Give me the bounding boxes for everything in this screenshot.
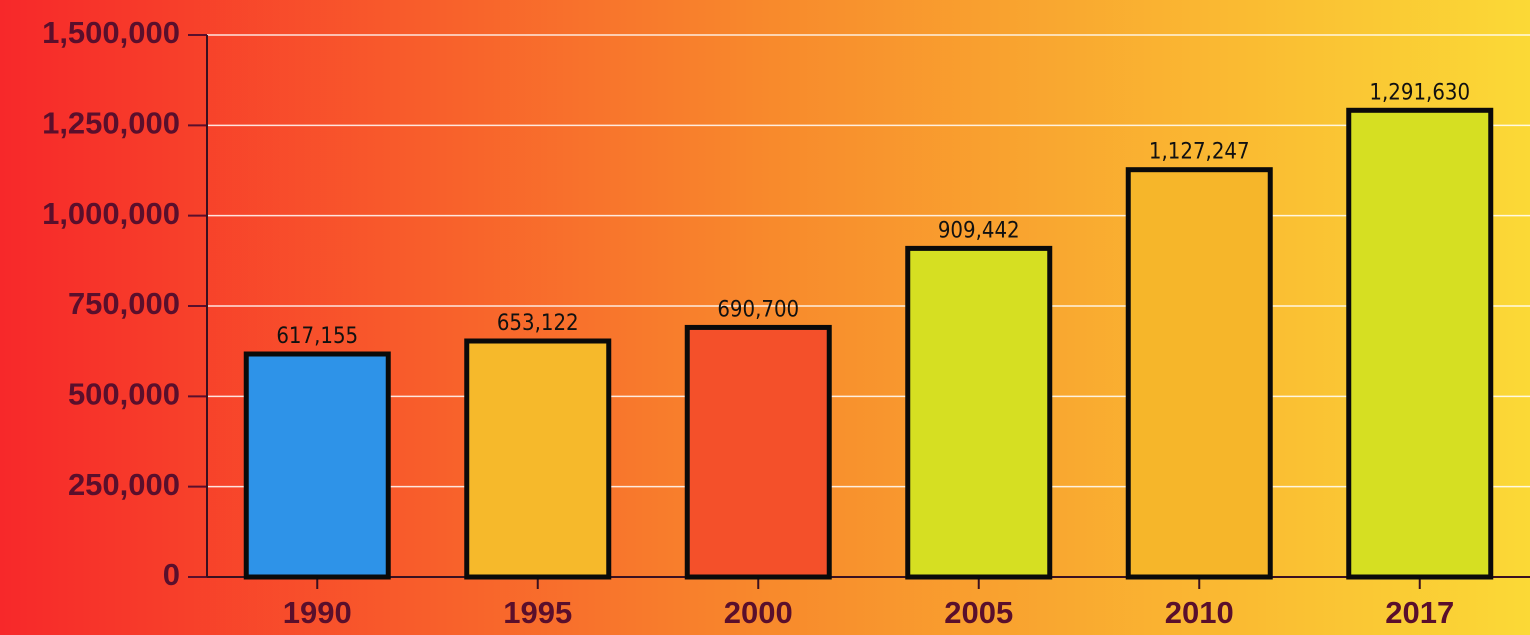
y-tick-label: 1,000,000 bbox=[42, 196, 180, 231]
y-tick-label: 250,000 bbox=[68, 467, 180, 502]
bar bbox=[243, 351, 391, 580]
y-tick-label: 1,250,000 bbox=[42, 106, 180, 141]
bar bbox=[1125, 167, 1273, 580]
bar bbox=[905, 245, 1053, 580]
value-label: 909,442 bbox=[938, 218, 1020, 243]
x-tick-label: 2000 bbox=[724, 595, 793, 630]
y-tick-label: 0 bbox=[163, 557, 180, 592]
value-label: 653,122 bbox=[497, 311, 579, 336]
value-label: 1,127,247 bbox=[1149, 140, 1250, 165]
x-tick-label: 2017 bbox=[1385, 595, 1454, 630]
value-label: 617,155 bbox=[276, 324, 358, 349]
value-label: 1,291,630 bbox=[1369, 80, 1470, 105]
x-tick-label: 2010 bbox=[1165, 595, 1234, 630]
x-tick-label: 1995 bbox=[503, 595, 572, 630]
y-tick-label: 500,000 bbox=[68, 377, 180, 412]
bar bbox=[1346, 107, 1494, 580]
y-tick-label: 1,500,000 bbox=[42, 15, 180, 50]
bar bbox=[464, 338, 612, 580]
x-tick-label: 1990 bbox=[283, 595, 352, 630]
bar bbox=[684, 324, 832, 580]
y-tick-label: 750,000 bbox=[68, 286, 180, 321]
x-tick-label: 2005 bbox=[944, 595, 1013, 630]
value-label: 690,700 bbox=[717, 297, 799, 322]
